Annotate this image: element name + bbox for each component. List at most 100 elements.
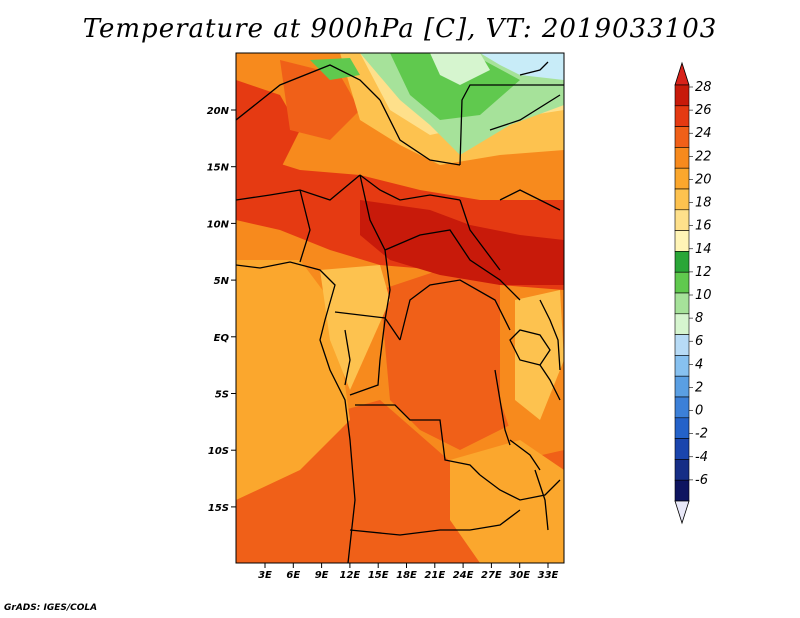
colorbar-segment: [674, 167, 690, 190]
boundary-line: [359, 174, 461, 201]
boundary-line: [499, 189, 561, 211]
field-nw-green: [310, 58, 360, 80]
lat-tick-label: 10N: [207, 219, 230, 230]
colorbar-segment: [674, 188, 690, 211]
lon-tick-label: 18E: [396, 570, 417, 581]
lon-tick-label: 15E: [368, 570, 389, 581]
boundary-line: [384, 249, 391, 321]
colorbar-segment: [674, 459, 690, 481]
colorbar-segment: [674, 292, 690, 315]
country-boundaries: [236, 61, 564, 563]
boundary-line: [349, 509, 521, 536]
colorbar-segment: [674, 396, 690, 419]
colorbar-segment: [674, 479, 690, 502]
lon-tick-label: 24E: [453, 570, 474, 581]
lat-tick-label: 15N: [207, 163, 230, 174]
colorbar-label: 16: [695, 219, 712, 234]
lat-tick-label: 15S: [208, 503, 229, 514]
boundary-line: [236, 64, 381, 121]
temperature-field: [236, 53, 564, 563]
lat-tick-label: EQ: [214, 333, 230, 344]
longitude-axis: 3E 6E 9E 12E 15E 18E 21E 24E 27E 30E 33E: [258, 563, 559, 581]
colorbar-label: 0: [695, 404, 703, 419]
colorbar-label: 6: [695, 334, 703, 349]
boundary-line: [519, 61, 549, 76]
colorbar-segment: [674, 84, 690, 107]
boundary-line: [344, 329, 351, 386]
field-north-blue: [480, 53, 564, 80]
boundary-line: [379, 99, 461, 166]
lon-tick-label: 21E: [424, 570, 445, 581]
field-north-pale-green: [430, 53, 490, 85]
colorbar-min-arrow: [674, 500, 690, 525]
colorbar-segment: [674, 230, 690, 252]
boundary-lake-victoria: [509, 329, 551, 366]
colorbar-label: 28: [695, 80, 712, 95]
boundary-line: [399, 279, 511, 341]
colorbar-label: 4: [695, 357, 703, 372]
lat-tick-label: 20N: [207, 106, 230, 117]
map-frame: [235, 52, 565, 564]
colorbar-label: 2: [695, 380, 703, 395]
lon-tick-label: 33E: [538, 570, 559, 581]
colorbar-segment: [674, 355, 690, 377]
colorbar-label: 22: [695, 149, 712, 164]
colorbar-segment: [674, 438, 690, 460]
field-hot-core: [360, 200, 564, 285]
lat-tick-label: 5N: [214, 276, 230, 287]
colorbar-segment: [674, 313, 690, 335]
lon-tick-label: 12E: [340, 570, 361, 581]
lat-tick-label: 5S: [215, 390, 229, 401]
colorbar-label: 12: [695, 265, 712, 280]
lon-tick-label: 27E: [481, 570, 502, 581]
colorbar-segment: [674, 105, 690, 127]
boundary-line: [539, 364, 561, 401]
boundary-line: [479, 474, 561, 501]
map-title: Temperature at 900hPa [C], VT: 201903310…: [82, 14, 718, 44]
boundary-line: [334, 311, 401, 341]
colorbar-segment: [674, 251, 690, 273]
colorbar-segment: [674, 334, 690, 356]
colorbar-label: 20: [695, 172, 712, 187]
boundary-line: [349, 319, 386, 396]
boundary-lake-malawi: [534, 469, 549, 531]
boundary-line: [359, 174, 386, 251]
boundary-line: [355, 404, 481, 476]
colorbar-segment: [674, 209, 690, 231]
boundary-line: [384, 229, 521, 301]
colorbar-label: 14: [695, 242, 712, 257]
colorbar-label: 10: [695, 288, 712, 303]
latitude-axis: 20N 15N 10N 5N EQ 5S 10S 15S: [207, 106, 236, 514]
colorbar-segment: [674, 417, 690, 439]
colorbar-segment: [674, 375, 690, 398]
colorbar-segment: [674, 126, 690, 148]
boundary-line: [459, 84, 564, 166]
field-central-orange: [380, 270, 520, 450]
colorbar-label: -2: [695, 427, 708, 442]
boundary-line: [509, 439, 541, 471]
coastline-west: [236, 261, 356, 563]
colorbar-segment: [674, 147, 690, 169]
colorbar-label: 26: [695, 103, 712, 118]
colorbar-label: -6: [695, 473, 708, 488]
lon-tick-label: 3E: [258, 570, 272, 581]
colorbar-max-arrow: [674, 61, 690, 86]
boundary-line: [539, 299, 561, 371]
colorbar-label: 8: [695, 311, 703, 326]
colorbar-label: -4: [695, 450, 708, 465]
field-west-hot: [236, 80, 300, 180]
grads-credit: GrADS: IGES/COLA: [4, 603, 98, 613]
lon-tick-label: 30E: [509, 570, 530, 581]
lon-tick-label: 9E: [315, 570, 329, 581]
field-western-sahara: [280, 60, 360, 140]
lat-tick-label: 10S: [208, 446, 229, 457]
field-west-light: [236, 260, 350, 500]
colorbar-label: 18: [695, 196, 712, 211]
boundary-line: [489, 94, 561, 131]
boundary-line: [459, 199, 501, 271]
boundary-lake-tanganyika: [494, 369, 511, 446]
field-coast-light: [320, 265, 390, 390]
field-east-yellow: [515, 290, 564, 420]
